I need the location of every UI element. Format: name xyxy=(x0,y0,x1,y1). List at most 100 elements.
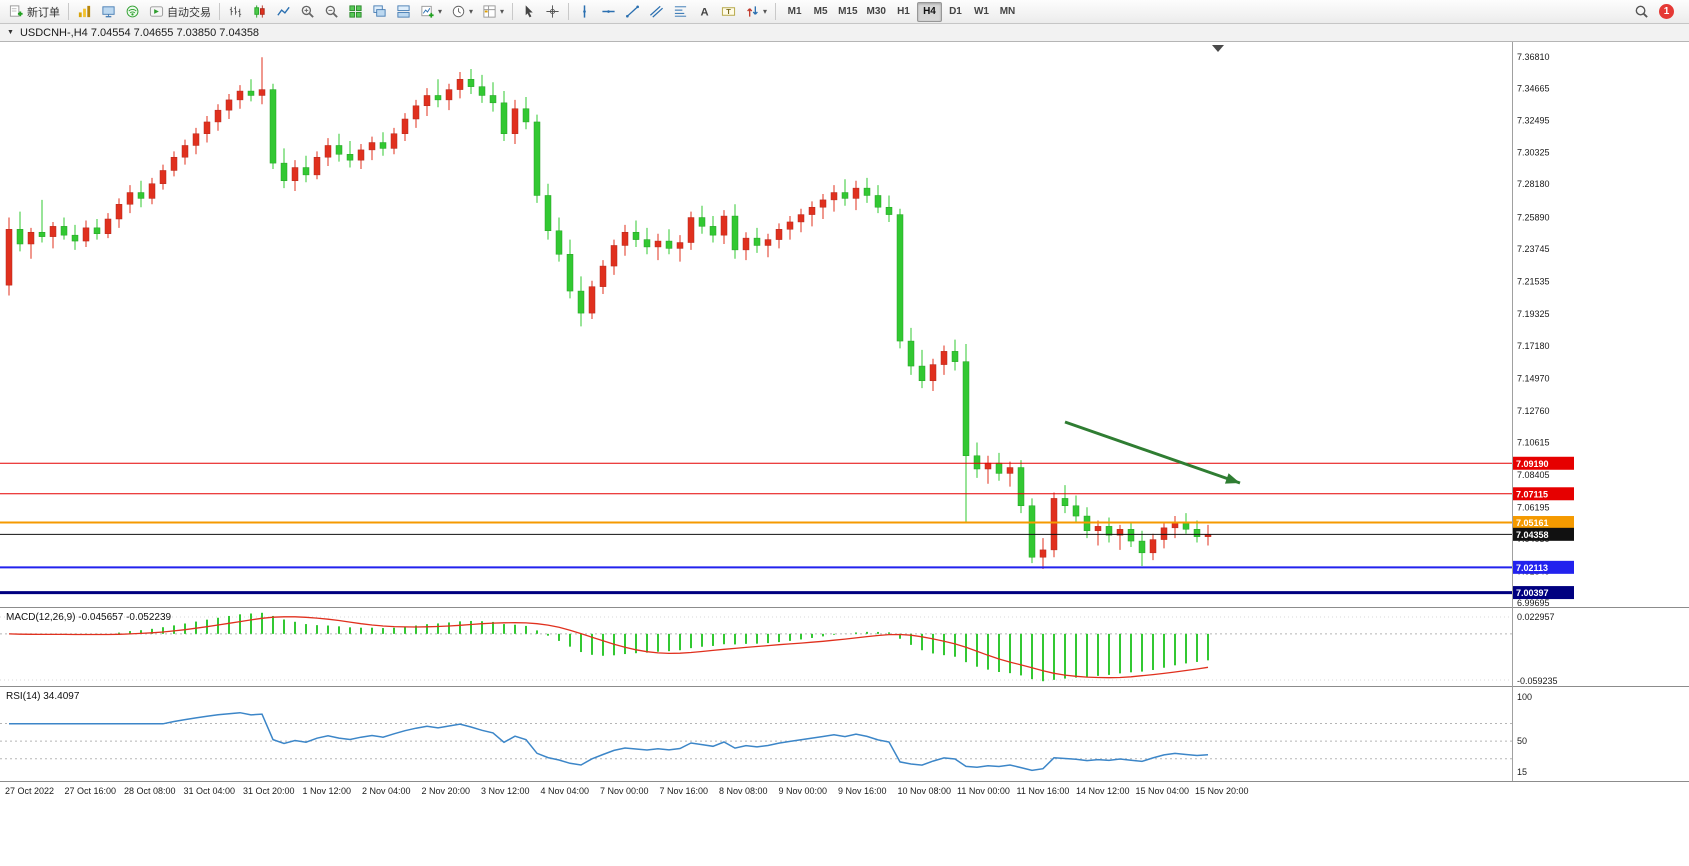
channel-tool-button[interactable] xyxy=(645,2,668,22)
monitor-icon xyxy=(102,6,115,18)
svg-text:7.14970: 7.14970 xyxy=(1517,373,1550,383)
annotations-layer xyxy=(1064,420,1241,485)
chart-menu-icon[interactable]: ▼ xyxy=(7,29,14,36)
timeframe-h1-button[interactable]: H1 xyxy=(891,2,916,22)
fibonacci-icon xyxy=(674,6,687,17)
tile-windows-button[interactable] xyxy=(344,2,367,22)
svg-text:0.022957: 0.022957 xyxy=(1517,612,1555,622)
svg-text:9 Nov 16:00: 9 Nov 16:00 xyxy=(838,786,887,796)
price-badge-7.02113 xyxy=(1512,560,1574,574)
svg-text:27 Oct 16:00: 27 Oct 16:00 xyxy=(65,786,117,796)
svg-text:100: 100 xyxy=(1517,692,1532,702)
price-badges: 7.09190 7.07115 7.05161 7.04358 7.02113 7.003… xyxy=(1512,456,1574,600)
horizontal-line-tool-button[interactable] xyxy=(597,2,620,22)
new-order-label: 新订单 xyxy=(27,6,60,19)
svg-text:7.25890: 7.25890 xyxy=(1517,213,1550,223)
cursor-tool-button[interactable] xyxy=(517,2,540,22)
notification-badge[interactable]: 1 xyxy=(1659,4,1674,19)
timeframe-mn-button[interactable]: MN xyxy=(995,2,1020,22)
svg-text:14 Nov 12:00: 14 Nov 12:00 xyxy=(1076,786,1130,796)
timeframe-h4-button[interactable]: H4 xyxy=(916,1,942,22)
cascade-windows-icon xyxy=(373,5,386,17)
label-tool-button[interactable]: T xyxy=(717,2,740,22)
search-button[interactable] xyxy=(1630,2,1653,22)
svg-text:7.07115: 7.07115 xyxy=(1516,489,1548,499)
svg-text:15: 15 xyxy=(1517,767,1527,777)
zoom-out-icon xyxy=(325,5,338,18)
rsi-line xyxy=(9,711,1209,772)
rsi-panel: RSI(14) 34.4097 100 50 15 xyxy=(0,691,1532,777)
timeframe-m30-button[interactable]: M30 xyxy=(863,2,890,22)
timeframe-d1-button[interactable]: D1 xyxy=(943,2,968,22)
price-badge-7.07115 xyxy=(1512,487,1574,501)
zoom-out-button[interactable] xyxy=(320,2,343,22)
svg-text:7.06195: 7.06195 xyxy=(1517,502,1550,512)
profiles-button[interactable] xyxy=(97,2,120,22)
signals-button[interactable] xyxy=(121,2,144,22)
zoom-in-icon xyxy=(301,5,314,18)
svg-text:9 Nov 00:00: 9 Nov 00:00 xyxy=(779,786,828,796)
svg-text:6.99695: 6.99695 xyxy=(1517,598,1550,608)
svg-text:7 Nov 00:00: 7 Nov 00:00 xyxy=(600,786,649,796)
svg-text:50: 50 xyxy=(1517,736,1527,746)
svg-text:-0.059235: -0.059235 xyxy=(1517,676,1558,686)
trendline-tool-button[interactable] xyxy=(621,2,644,22)
svg-text:7 Nov 16:00: 7 Nov 16:00 xyxy=(660,786,709,796)
svg-text:7.02113: 7.02113 xyxy=(1516,563,1548,573)
line-chart-button[interactable] xyxy=(272,2,295,22)
new-order-button[interactable]: 新订单 xyxy=(5,2,64,22)
timeframe-w1-button[interactable]: W1 xyxy=(969,2,994,22)
new-chart-icon xyxy=(421,5,434,18)
tile-windows-icon xyxy=(349,5,362,18)
price-badge-7.05161 xyxy=(1512,516,1574,530)
horizontal-line-icon xyxy=(602,10,615,13)
dropdown-icon: ▾ xyxy=(500,6,505,16)
svg-text:T: T xyxy=(726,7,731,16)
svg-text:7.05161: 7.05161 xyxy=(1516,518,1549,528)
price-badge-7.09190 xyxy=(1512,456,1574,470)
candlestick-chart-button[interactable] xyxy=(248,2,271,22)
toolbar-separator xyxy=(219,3,220,20)
svg-text:27 Oct 2022: 27 Oct 2022 xyxy=(5,786,54,796)
label-tool-icon: T xyxy=(721,7,736,16)
text-tool-button[interactable]: A xyxy=(693,2,716,22)
svg-text:31 Oct 04:00: 31 Oct 04:00 xyxy=(184,786,236,796)
zoom-in-button[interactable] xyxy=(296,2,319,22)
periodicity-button[interactable]: ▾ xyxy=(447,2,477,22)
timeframe-m1-button[interactable]: M1 xyxy=(782,2,807,22)
time-scale: 27 Oct 2022 27 Oct 16:00 28 Oct 08:00 31 Oc… xyxy=(5,786,1249,796)
cascade-windows-button[interactable] xyxy=(368,2,391,22)
gold-chart-icon xyxy=(78,5,91,18)
svg-text:11 Nov 16:00: 11 Nov 16:00 xyxy=(1017,786,1070,796)
new-chart-button[interactable]: ▾ xyxy=(416,2,446,22)
search-icon xyxy=(1635,5,1648,18)
vertical-line-tool-button[interactable] xyxy=(573,2,596,22)
timeframe-m5-button[interactable]: M5 xyxy=(808,2,833,22)
clock-icon xyxy=(452,5,465,18)
svg-text:7.23745: 7.23745 xyxy=(1517,244,1550,254)
chart-shift-marker[interactable] xyxy=(1212,45,1224,52)
toolbar: 新订单 自动交易 ▾ ▾ xyxy=(0,0,1689,24)
svg-text:10 Nov 08:00: 10 Nov 08:00 xyxy=(898,786,952,796)
autotrading-button[interactable]: 自动交易 xyxy=(145,2,215,22)
arrows-tool-button[interactable]: ▾ xyxy=(741,2,771,22)
bar-chart-button[interactable] xyxy=(224,2,247,22)
toolbar-separator xyxy=(568,3,570,20)
trend-arrow-head xyxy=(1224,473,1240,484)
svg-text:7.36810: 7.36810 xyxy=(1517,52,1550,62)
mql-editor-button[interactable] xyxy=(73,2,96,22)
svg-text:7.30325: 7.30325 xyxy=(1517,147,1550,157)
svg-text:7.19325: 7.19325 xyxy=(1517,309,1550,319)
tile-horizontal-button[interactable] xyxy=(392,2,415,22)
fibonacci-tool-button[interactable] xyxy=(669,2,692,22)
channel-icon xyxy=(650,5,664,18)
trend-arrow xyxy=(1064,420,1241,485)
chart-title: USDCNH-,H4 7.04554 7.04655 7.03850 7.043… xyxy=(19,26,260,39)
timeframe-m15-button[interactable]: M15 xyxy=(834,2,861,22)
crosshair-tool-button[interactable] xyxy=(541,2,564,22)
chart-area[interactable]: 7.36810 7.34665 7.32495 7.30325 7.28180 7.258… xyxy=(0,42,1689,866)
arrows-icon xyxy=(747,6,758,17)
toolbar-right-group: 1 xyxy=(1630,2,1684,22)
templates-button[interactable]: ▾ xyxy=(478,2,508,22)
rsi-label: RSI(14) 34.4097 xyxy=(6,691,80,702)
